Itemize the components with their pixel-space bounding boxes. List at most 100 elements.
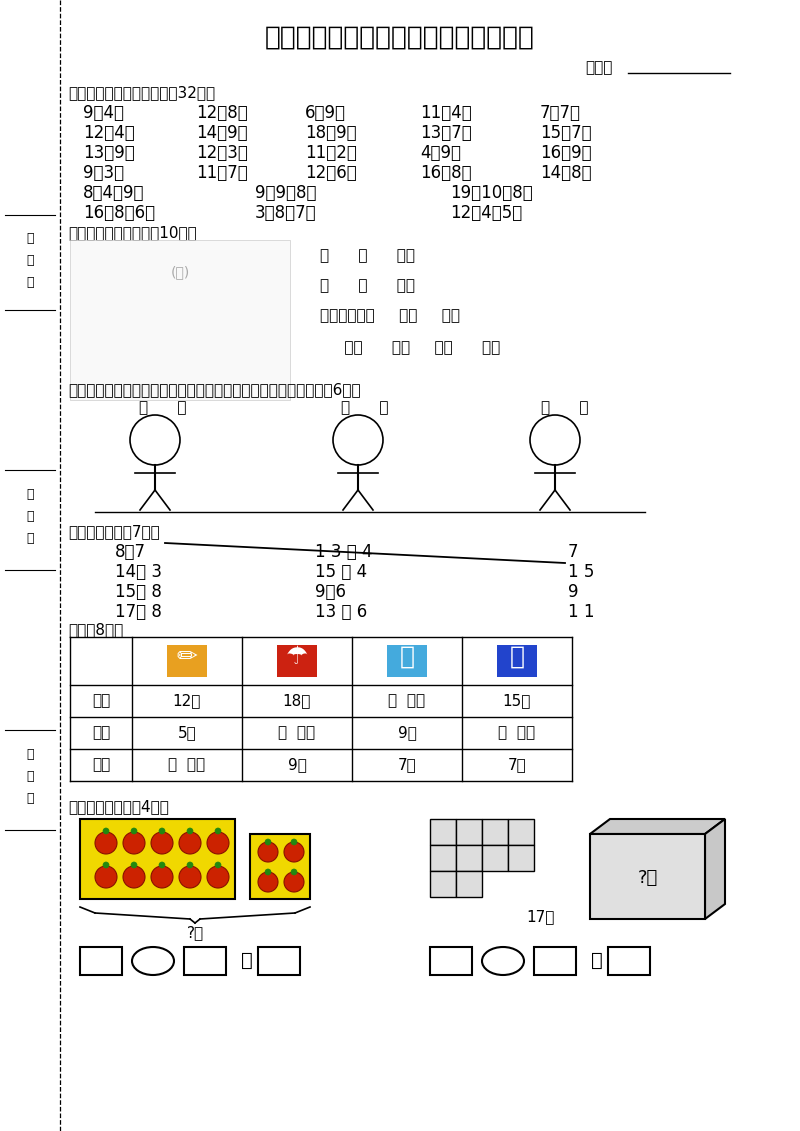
Text: （      ）: （ ） <box>342 400 389 415</box>
Circle shape <box>130 415 180 465</box>
Text: 16－8＝: 16－8＝ <box>420 164 472 182</box>
Polygon shape <box>590 819 725 834</box>
Circle shape <box>284 872 304 892</box>
Text: 五、（8分）: 五、（8分） <box>68 622 123 637</box>
Text: 7＋7＝: 7＋7＝ <box>540 104 581 122</box>
Text: 三、你能写出他们的名字吗？小明的左边是小军，右边是小青。（6分）: 三、你能写出他们的名字吗？小明的左边是小军，右边是小青。（6分） <box>68 382 361 397</box>
Text: （      ）: （ ） <box>542 400 589 415</box>
Text: 在      的      面，: 在 的 面， <box>320 248 415 264</box>
Text: 🚗: 🚗 <box>399 645 414 670</box>
Text: 9＋4＝: 9＋4＝ <box>83 104 124 122</box>
Bar <box>250 834 310 899</box>
Circle shape <box>179 866 201 888</box>
Circle shape <box>187 862 193 867</box>
Bar <box>430 947 472 975</box>
Bar <box>430 845 456 871</box>
Text: 9＋9－8＝: 9＋9－8＝ <box>255 184 317 202</box>
Bar <box>590 834 705 920</box>
Text: 11－2＝: 11－2＝ <box>305 144 357 162</box>
Text: 7辆: 7辆 <box>398 757 416 772</box>
Text: 5枝: 5枝 <box>178 725 196 740</box>
Text: 四、连一连。（7分）: 四、连一连。（7分） <box>68 524 160 539</box>
Circle shape <box>159 862 165 867</box>
Text: 姓: 姓 <box>26 487 34 501</box>
Bar <box>482 845 508 871</box>
Bar <box>534 947 576 975</box>
Text: （  ）枝: （ ）枝 <box>169 757 206 772</box>
Circle shape <box>103 862 109 867</box>
Circle shape <box>151 832 173 854</box>
Circle shape <box>95 866 117 888</box>
Text: 9＋3＝: 9＋3＝ <box>83 164 124 182</box>
Text: （  ）把: （ ）把 <box>278 725 315 740</box>
Text: 12－8＝: 12－8＝ <box>196 104 248 122</box>
Text: （  ）件: （ ）件 <box>498 725 535 740</box>
Text: 9辆: 9辆 <box>398 725 417 740</box>
Text: 7: 7 <box>568 543 578 561</box>
Circle shape <box>103 828 109 834</box>
Text: 15件: 15件 <box>503 693 531 708</box>
Text: ：: ： <box>26 792 34 805</box>
Bar <box>258 947 300 975</box>
Text: 👕: 👕 <box>510 645 525 670</box>
Circle shape <box>131 828 137 834</box>
Circle shape <box>207 866 229 888</box>
Text: 18－9＝: 18－9＝ <box>305 124 357 143</box>
Text: 14－ 3: 14－ 3 <box>115 563 162 581</box>
Circle shape <box>187 828 193 834</box>
Circle shape <box>159 828 165 834</box>
Bar <box>430 871 456 897</box>
Text: 13 － 6: 13 － 6 <box>315 603 367 621</box>
Ellipse shape <box>482 947 524 975</box>
Text: 11－4＝: 11－4＝ <box>420 104 472 122</box>
Text: ✏: ✏ <box>177 645 198 670</box>
Text: 14－9＝: 14－9＝ <box>196 124 248 143</box>
Text: 6＋9＝: 6＋9＝ <box>305 104 346 122</box>
Circle shape <box>179 832 201 854</box>
Text: 7件: 7件 <box>508 757 526 772</box>
Bar <box>608 947 650 975</box>
Polygon shape <box>705 819 725 920</box>
Text: 12－6＝: 12－6＝ <box>305 164 357 182</box>
Text: 号: 号 <box>26 254 34 267</box>
Text: 18把: 18把 <box>283 693 311 708</box>
Circle shape <box>258 841 278 862</box>
Text: 是第      个，     是第      个。: 是第 个， 是第 个。 <box>320 340 500 355</box>
Bar <box>430 819 456 845</box>
Circle shape <box>123 832 145 854</box>
Bar <box>70 240 290 400</box>
Text: 从上往下数，     是第     个，: 从上往下数， 是第 个， <box>320 308 460 323</box>
Text: 17块: 17块 <box>526 909 554 924</box>
Text: 3＋8－7＝: 3＋8－7＝ <box>255 204 317 222</box>
Text: 12枝: 12枝 <box>173 693 201 708</box>
Text: 9: 9 <box>568 582 578 601</box>
Text: ＝: ＝ <box>591 951 602 970</box>
Circle shape <box>215 862 221 867</box>
Text: 15－ 8: 15－ 8 <box>115 582 162 601</box>
Text: 16－9＝: 16－9＝ <box>540 144 592 162</box>
Bar <box>456 871 482 897</box>
Bar <box>80 947 122 975</box>
Text: （      ）: （ ） <box>139 400 186 415</box>
Text: ：: ： <box>26 532 34 545</box>
Circle shape <box>291 839 297 845</box>
Circle shape <box>265 839 271 845</box>
Bar <box>456 819 482 845</box>
Text: 1 1: 1 1 <box>568 603 594 621</box>
Text: ?块: ?块 <box>638 869 658 887</box>
Text: 级: 级 <box>26 770 34 783</box>
Text: ☂: ☂ <box>286 645 308 670</box>
Circle shape <box>530 415 580 465</box>
Text: 六、看图列式。（4分）: 六、看图列式。（4分） <box>68 798 169 814</box>
Text: 15 － 4: 15 － 4 <box>315 563 367 581</box>
Text: 19－10＋8＝: 19－10＋8＝ <box>450 184 533 202</box>
Text: 原有: 原有 <box>92 693 110 708</box>
Circle shape <box>123 866 145 888</box>
Text: 在      的      面，: 在 的 面， <box>320 278 415 293</box>
Text: 名: 名 <box>26 510 34 523</box>
Text: ＝: ＝ <box>241 951 253 970</box>
Text: （  ）辆: （ ）辆 <box>389 693 426 708</box>
Circle shape <box>258 872 278 892</box>
Bar <box>482 819 508 845</box>
Text: 一年级数学第二单元质量调研检测试卷: 一年级数学第二单元质量调研检测试卷 <box>265 25 535 51</box>
